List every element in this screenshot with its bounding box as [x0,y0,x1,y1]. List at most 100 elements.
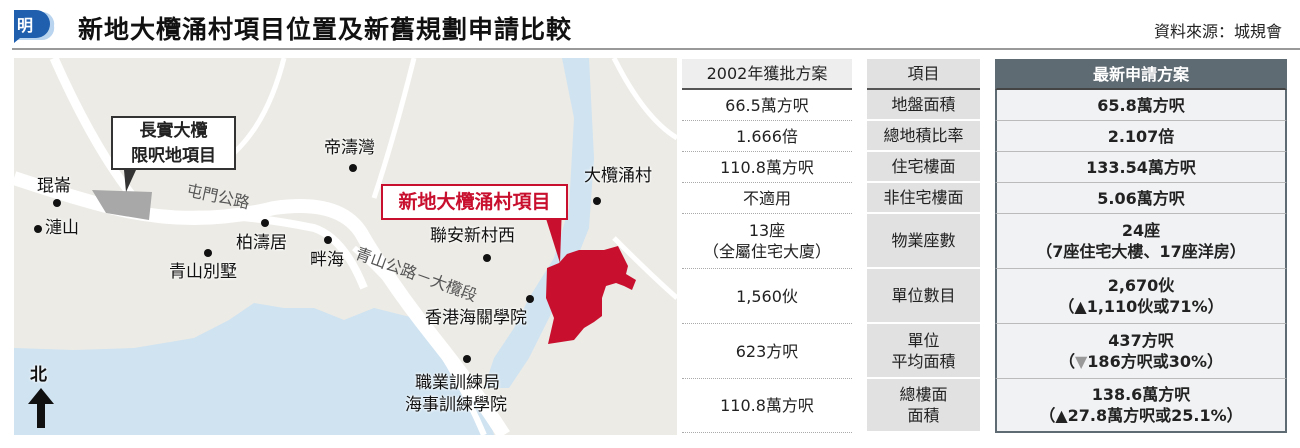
old-plan-cell-line: 不適用 [742,188,791,208]
change-note: （▲1,110伙或71%） [1058,297,1224,316]
source-note: 資料來源：城規會 [1153,22,1282,41]
item-cell: 單位 平均面積 [867,324,980,379]
change-text: 27.8萬方呎或25.1% [1067,406,1227,425]
item-cell-line: 單位 [907,330,940,350]
table-row: 110.8萬方呎 總樓面 面積 138.6萬方呎 （▲27.8萬方呎或25.1%） [682,379,1287,433]
new-plan-cell: 138.6萬方呎 （▲27.8萬方呎或25.1%） [995,379,1287,433]
svg-text:明: 明 [17,16,33,35]
old-plan-cell: 66.5萬方呎 [682,90,852,121]
shk-pointer [542,206,562,263]
header-old-plan: 2002年獲批方案 [682,59,852,90]
old-plan-cell: 1.666倍 [682,121,852,152]
item-cell: 住宅樓面 [867,152,980,183]
new-plan-cell-line: 5.06萬方呎 [1097,188,1185,208]
map-base [14,58,677,435]
dot-castle-peak-villa [204,249,212,257]
item-cell-line: 物業座數 [891,231,956,250]
ming-pao-logo: 明 [14,10,55,43]
dot-kwun-lun [53,199,61,207]
ck-label-line2: 限呎地項目 [131,146,216,166]
table-row: 1,560伙 單位數目 2,670伙 （▲1,110伙或71%） [682,269,1287,324]
table-row: 不適用 非住宅樓面 5.06萬方呎 [682,183,1287,214]
item-cell: 地盤面積 [867,90,980,121]
header-item: 項目 [867,59,980,90]
item-cell: 總樓面 面積 [867,379,980,433]
comparison-table: 2002年獲批方案 項目 最新申請方案 66.5萬方呎 地盤面積 65.8萬方呎 1.… [682,59,1287,433]
dot-villa-pinewood [261,219,269,227]
new-plan-cell: 5.06萬方呎 [995,183,1287,214]
ck-label-line1: 長實大欖 [139,121,208,141]
table-header-row: 2002年獲批方案 項目 最新申請方案 [682,59,1287,90]
dot-luen-on [483,254,491,262]
old-plan-cell-line: 66.5萬方呎 [725,95,809,115]
location-map: 長實大欖 限呎地項目 新地大欖涌村項目 琨崙 漣山 帝濤灣 柏濤居 青山別墅 畔… [14,58,677,435]
old-plan-cell-line: 623方呎 [735,341,799,361]
old-plan-cell-line: （全屬住宅大廈） [702,242,831,261]
place-dragon-bay: 帝濤灣 [324,138,375,158]
item-cell: 物業座數 [867,214,980,269]
item-cell-line: 總樓面 [899,385,948,404]
dot-customs [526,295,534,303]
page-title: 新地大欖涌村項目位置及新舊規劃申請比較 [78,15,573,44]
item-cell: 總地積比率 [867,121,980,152]
new-plan-cell-line: 437方呎 [1108,331,1174,350]
change-text: 186方呎或30% [1087,352,1207,371]
dot-lin-shan [34,225,42,233]
place-vtc: 職業訓練局 [415,373,500,393]
river [484,58,594,388]
old-plan-cell-line: 110.8萬方呎 [720,396,814,415]
old-plan-cell: 不適用 [682,183,852,214]
new-plan-cell-line: 133.54萬方呎 [1086,157,1196,177]
place-lin-shan: 漣山 [45,218,79,238]
new-plan-cell-line: 2.107倍 [1107,126,1175,146]
new-plan-cell: 24座 （7座住宅大樓、17座洋房） [995,214,1287,269]
title-divider [12,48,1300,50]
place-customs: 香港海關學院 [425,308,527,328]
change-text: 1,110伙或71% [1086,297,1208,316]
item-cell-line: 住宅樓面 [891,157,956,176]
old-plan-cell: 623方呎 [682,324,852,379]
new-plan-cell: 2.107倍 [995,121,1287,152]
dot-tai-lam-chung [593,197,601,205]
new-plan-cell-line: 138.6萬方呎 [1091,385,1191,404]
item-cell-line: 單位數目 [891,286,956,305]
place-vtc-marine: 海事訓練學院 [405,395,507,415]
north-label: 北 [30,365,47,385]
old-plan-cell: 110.8萬方呎 [682,152,852,183]
old-plan-cell: 13座 （全屬住宅大廈） [682,214,852,269]
new-plan-cell-line: 2,670伙 [1107,276,1175,295]
new-plan-cell-line: 65.8萬方呎 [1097,95,1185,115]
item-cell-line: 總地積比率 [883,126,964,145]
old-plan-cell: 1,560伙 [682,269,852,324]
new-plan-cell: 133.54萬方呎 [995,152,1287,183]
dot-dragon-bay [349,164,357,172]
new-plan-cell: 437方呎 （▼186方呎或30%） [995,324,1287,379]
new-plan-cell: 65.8萬方呎 [995,90,1287,121]
shk-project-label: 新地大欖涌村項目 [381,184,568,220]
sea [14,303,494,435]
old-plan-cell-line: 13座 [748,221,786,240]
item-cell-line: 平均面積 [891,351,956,371]
new-plan-cell-line: （7座住宅大樓、17座洋房） [1036,242,1246,261]
table-row: 110.8萬方呎 住宅樓面 133.54萬方呎 [682,152,1287,183]
place-tai-lam-chung: 大欖涌村 [584,166,652,186]
item-cell: 非住宅樓面 [867,183,980,214]
table-row: 623方呎 單位 平均面積 437方呎 （▼186方呎或30%） [682,324,1287,379]
decrease-triangle-icon: ▼ [1074,352,1088,371]
item-cell-line: 非住宅樓面 [883,188,964,207]
table-row: 1.666倍 總地積比率 2.107倍 [682,121,1287,152]
place-bayside: 畔海 [310,250,344,270]
old-plan-cell: 110.8萬方呎 [682,379,852,433]
item-cell: 單位數目 [867,269,980,324]
change-note: （▲27.8萬方呎或25.1%） [1039,406,1243,425]
dot-bayside [324,236,332,244]
table-row: 66.5萬方呎 地盤面積 65.8萬方呎 [682,90,1287,121]
place-castle-peak-villa: 青山別墅 [169,262,237,282]
increase-triangle-icon: ▲ [1074,297,1087,316]
increase-triangle-icon: ▲ [1055,406,1068,425]
old-plan-cell-line: 110.8萬方呎 [720,157,814,177]
shk-site-area [546,246,636,344]
old-plan-cell-line: 1.666倍 [736,126,798,146]
north-arrow-icon [28,388,54,428]
ck-pointer [124,170,136,192]
